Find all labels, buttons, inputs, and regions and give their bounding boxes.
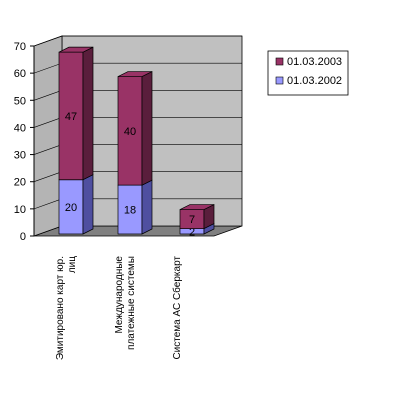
- legend: 01.03.2003 01.03.2002: [267, 50, 349, 96]
- y-tick-label: 50: [14, 95, 26, 107]
- category-label-line: Международные: [114, 256, 125, 334]
- category-label: Эмитировано карт юр. лиц: [55, 256, 78, 360]
- data-label: 47: [65, 111, 77, 123]
- category-label: Международные платежные системы: [114, 256, 137, 350]
- bar-side: [82, 46, 94, 181]
- data-label: 2: [189, 226, 195, 238]
- category-label-line: Эмитировано карт юр.: [55, 256, 66, 360]
- gridline: [33, 35, 242, 47]
- y-tick-label: 20: [14, 177, 26, 189]
- data-label: 40: [124, 126, 136, 138]
- y-tick-label: 30: [14, 150, 26, 162]
- y-tick-label: 70: [14, 41, 26, 53]
- y-tick-label: 0: [20, 231, 26, 243]
- data-label: 7: [189, 214, 195, 226]
- category-label-line: Система АС Сберкарт: [171, 256, 183, 360]
- y-tick-label: 40: [14, 122, 26, 134]
- legend-label: 01.03.2002: [287, 75, 342, 87]
- bar-segment: 40: [117, 71, 153, 186]
- bar-segment: 18: [117, 179, 153, 235]
- legend-label: 01.03.2003: [287, 56, 342, 68]
- bar-top: [117, 71, 153, 77]
- legend-item: 01.03.2003: [275, 56, 342, 68]
- bar-side: [141, 71, 153, 186]
- legend-swatch: [275, 76, 284, 85]
- bar-top: [179, 204, 215, 210]
- chart-side-wall: [33, 35, 63, 237]
- category-label-line: платежные системы: [126, 256, 137, 350]
- legend-item: 01.03.2002: [275, 75, 342, 87]
- bar-side: [141, 179, 153, 235]
- y-tick-label: 10: [14, 204, 26, 216]
- data-label: 20: [65, 202, 77, 214]
- category-label-line: лиц: [67, 256, 78, 273]
- bar-top: [58, 46, 94, 53]
- category-label: Система АС Сберкарт: [171, 256, 183, 360]
- bar-segment: 20: [58, 174, 94, 235]
- bar-segment: 47: [58, 46, 94, 181]
- y-tick-label: 60: [14, 68, 26, 80]
- data-label: 18: [124, 205, 136, 217]
- bar-segment: 7: [179, 204, 215, 230]
- bars: 20 47 18 40 27: [58, 46, 215, 238]
- bar-side: [82, 174, 94, 235]
- category-labels: Эмитировано карт юр. лиц Международные плат…: [55, 256, 183, 361]
- legend-swatch: [275, 57, 284, 66]
- y-axis-ticks: 0 10 20 30 40 50 60 70: [14, 41, 34, 243]
